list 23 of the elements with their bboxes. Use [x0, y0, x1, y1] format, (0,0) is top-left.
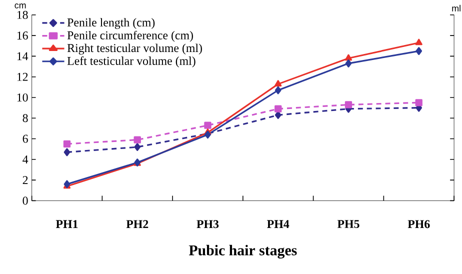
x-tick-label: PH2	[126, 220, 148, 228]
y2-axis-title: ml	[452, 4, 460, 12]
x-tick-label: PH4	[267, 220, 290, 228]
x-tick-label: PH3	[196, 220, 219, 228]
y-tick-label: 10	[17, 93, 28, 102]
legend-label: Penile length (cm)	[67, 18, 155, 29]
legend-label: Right testicular volume (ml)	[67, 44, 202, 54]
y-tick-label: 14	[17, 52, 28, 60]
y-axis-title: cm	[14, 3, 26, 8]
x-tick-label: PH5	[337, 220, 360, 228]
x-tick-label: PH1	[56, 220, 78, 228]
y-tick-label: 6	[22, 134, 28, 143]
y-tick-label: 8	[22, 114, 28, 122]
legend-label: Penile circumference (cm)	[67, 30, 193, 42]
y-tick-label: 4	[22, 155, 28, 164]
y-tick-label: 0	[22, 196, 28, 205]
y-tick-label: 2	[22, 176, 28, 184]
legend-label: Left testicular volume (ml)	[67, 56, 196, 68]
x-axis-title: Pubic hair stages	[188, 244, 297, 258]
y-tick-label: 18	[17, 10, 28, 19]
y-tick-label: 12	[17, 72, 28, 81]
x-tick-label: PH6	[408, 220, 430, 228]
y-tick-label: 16	[17, 31, 28, 40]
